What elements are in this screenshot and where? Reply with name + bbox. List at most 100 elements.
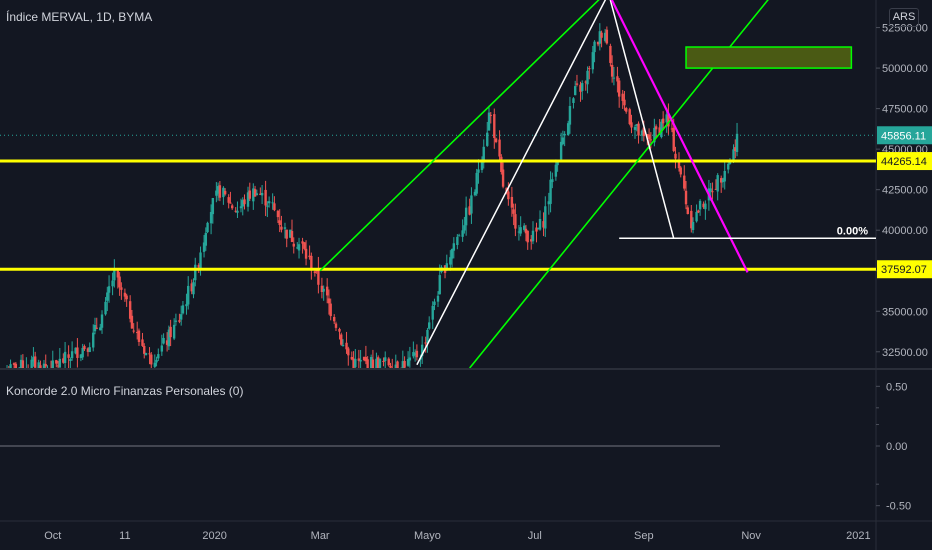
candle-body xyxy=(340,334,343,345)
candle-body xyxy=(456,236,459,245)
candle-body xyxy=(223,190,227,195)
candle-body xyxy=(512,209,515,214)
candle-body xyxy=(728,161,732,164)
candle-body xyxy=(187,285,190,305)
candle-body xyxy=(229,202,232,204)
candle-body xyxy=(362,356,366,361)
candle-body xyxy=(667,114,670,127)
candle-body xyxy=(734,147,737,152)
candle-body xyxy=(352,358,355,368)
candle-body xyxy=(248,190,251,199)
candle-body xyxy=(649,139,653,141)
candle-body xyxy=(679,167,682,175)
candle-body xyxy=(215,190,218,196)
candle-body xyxy=(58,358,62,368)
candle-body xyxy=(285,229,288,239)
candle-body xyxy=(544,206,547,229)
candle-body xyxy=(433,301,436,306)
candle-body xyxy=(704,203,707,210)
candle-body xyxy=(498,139,501,157)
candle-body xyxy=(42,363,46,368)
candle-body xyxy=(273,203,276,211)
candle-body xyxy=(155,359,158,363)
indicator-axis[interactable]: 0.50 0.00 -0.50 xyxy=(876,381,911,513)
candle-body xyxy=(653,127,656,143)
candle-body xyxy=(181,305,185,314)
candle-body xyxy=(642,127,646,137)
candle-body xyxy=(396,361,399,368)
candle-body xyxy=(711,191,714,193)
candle-body xyxy=(246,192,250,207)
candle-body xyxy=(489,114,492,116)
candle-body xyxy=(227,197,230,203)
candle-body xyxy=(334,323,338,328)
candle-body xyxy=(436,295,440,302)
candle-body xyxy=(625,108,628,112)
candle-body xyxy=(661,118,665,124)
candle-body xyxy=(137,330,141,342)
candle-body xyxy=(76,347,79,358)
candle-body xyxy=(303,242,306,249)
candle-body xyxy=(364,357,368,362)
candle-body xyxy=(412,352,415,357)
downtrend-line xyxy=(610,0,749,273)
candle-body xyxy=(192,282,195,295)
candle-body xyxy=(271,202,274,204)
candle-body xyxy=(563,133,566,136)
candle-body xyxy=(167,329,171,347)
candle-body xyxy=(160,345,164,352)
candle-body xyxy=(357,358,361,361)
candle-body xyxy=(660,121,663,138)
candle-body xyxy=(691,222,695,230)
candle-body xyxy=(549,179,552,204)
candle-body xyxy=(697,210,700,213)
candle-body xyxy=(431,305,434,320)
candle-body xyxy=(46,367,49,368)
candle-body xyxy=(605,29,609,44)
time-tick-label: Mayo xyxy=(414,530,441,542)
candle-body xyxy=(278,220,281,225)
candle-body xyxy=(424,342,427,344)
candle-body xyxy=(551,179,554,183)
candle-body xyxy=(333,316,336,322)
candle-body xyxy=(510,196,514,208)
candle-body xyxy=(684,190,688,205)
price-axis[interactable]: 52500.0050000.0047500.0045000.0042500.00… xyxy=(876,23,932,359)
time-tick-label: Mar xyxy=(311,530,330,542)
candle-body xyxy=(612,77,616,79)
candle-body xyxy=(202,242,206,252)
candle-body xyxy=(32,357,35,362)
candle-body xyxy=(623,99,626,106)
candle-body xyxy=(128,301,132,319)
triangle-drawing xyxy=(416,0,675,366)
candle-body xyxy=(428,322,431,329)
time-axis[interactable]: Oct 11 2020 Mar Mayo Jul Sep Nov 2021 xyxy=(44,530,870,542)
candle-body xyxy=(401,361,405,368)
candle-body xyxy=(524,228,528,234)
candle-body xyxy=(325,286,329,296)
candle-body xyxy=(721,179,725,183)
candle-body xyxy=(260,192,264,196)
candle-body xyxy=(695,211,698,222)
level-price-badge xyxy=(877,260,932,279)
candle-body xyxy=(616,76,619,82)
candle-body xyxy=(375,358,378,368)
candle-body xyxy=(197,264,200,268)
candle-body xyxy=(537,227,540,230)
candle-body xyxy=(637,123,640,136)
candle-body xyxy=(8,372,10,374)
level-price-badge xyxy=(877,152,932,171)
candle-body xyxy=(584,81,587,83)
candle-body xyxy=(204,232,208,246)
candle-body xyxy=(9,364,12,368)
currency-badge[interactable]: ARS xyxy=(889,8,919,27)
candle-body xyxy=(556,161,559,166)
time-tick-label: 11 xyxy=(119,530,130,542)
candle-body xyxy=(211,197,215,215)
candle-body xyxy=(327,298,331,304)
candle-body xyxy=(371,359,375,368)
candle-body xyxy=(322,288,325,292)
candle-body xyxy=(530,239,533,242)
